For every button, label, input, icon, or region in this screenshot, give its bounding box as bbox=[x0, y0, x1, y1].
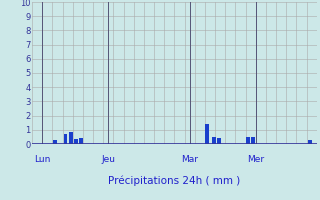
Bar bbox=[64, 134, 68, 144]
Bar bbox=[205, 124, 209, 144]
Text: Mer: Mer bbox=[247, 155, 264, 164]
Text: Précipitations 24h ( mm ): Précipitations 24h ( mm ) bbox=[108, 175, 241, 186]
Bar bbox=[79, 138, 83, 144]
Text: Lun: Lun bbox=[34, 155, 50, 164]
Bar bbox=[74, 139, 78, 144]
Bar bbox=[212, 137, 216, 144]
Text: Jeu: Jeu bbox=[101, 155, 115, 164]
Text: Mar: Mar bbox=[181, 155, 198, 164]
Bar bbox=[69, 132, 73, 144]
Bar bbox=[246, 137, 250, 144]
Bar bbox=[53, 140, 57, 144]
Bar bbox=[251, 137, 255, 144]
Bar bbox=[217, 138, 221, 144]
Bar bbox=[308, 140, 312, 144]
